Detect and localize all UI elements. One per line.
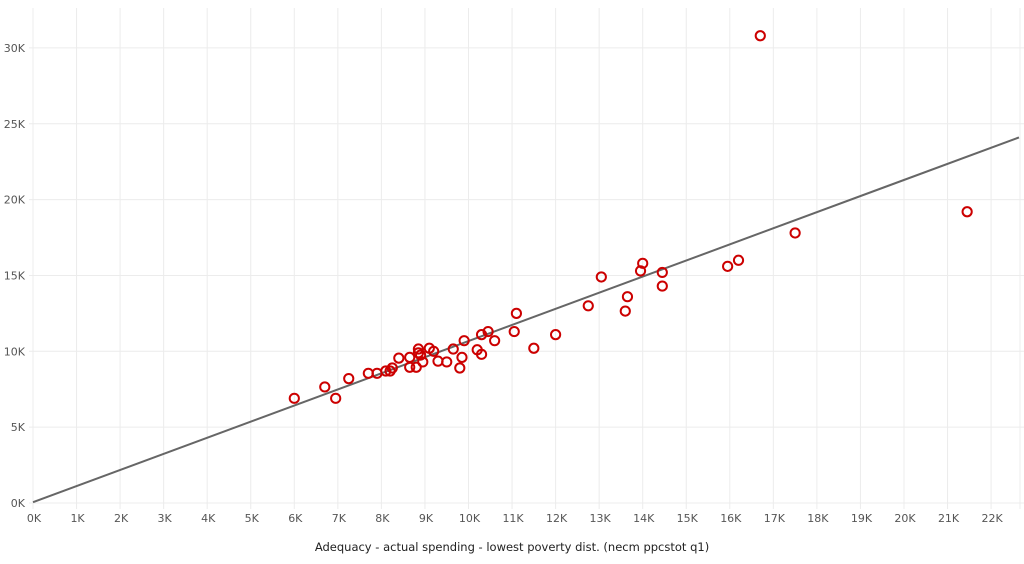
x-tick-label: 21K [938,512,960,525]
data-point[interactable] [380,365,392,377]
y-tick-label: 0K [11,497,26,510]
x-tick-label: 10K [459,512,481,525]
x-tick-label: 12K [546,512,568,525]
data-point[interactable] [386,362,398,374]
x-tick-label: 1K [70,512,85,525]
data-point[interactable] [482,325,494,338]
data-point[interactable] [441,356,453,368]
data-point[interactable] [619,305,631,317]
data-point[interactable] [732,254,745,266]
y-tick-label: 30K [4,42,26,55]
x-tick-label: 17K [764,512,786,525]
data-point[interactable] [475,348,488,360]
data-point[interactable] [475,329,488,341]
x-tick-label: 3K [158,512,173,525]
x-tick-label: 16K [720,512,742,525]
data-point[interactable] [428,345,440,357]
x-tick-label: 0K [27,512,42,525]
data-point[interactable] [412,343,425,355]
y-tick-label: 20K [4,194,26,207]
data-point[interactable] [528,342,540,354]
x-tick-label: 5K [245,512,260,525]
data-point[interactable] [637,257,649,269]
data-point[interactable] [330,392,342,404]
data-point[interactable] [754,30,766,42]
y-tick-label: 15K [4,269,26,282]
data-point[interactable] [288,392,300,404]
data-point[interactable] [404,361,416,373]
data-point[interactable] [417,356,429,368]
x-tick-label: 18K [807,512,829,525]
trend-line [32,136,1020,504]
data-point[interactable] [489,335,501,347]
data-point[interactable] [789,227,801,239]
data-point[interactable] [454,362,466,374]
x-tick-label: 14K [633,512,655,525]
data-point[interactable] [343,373,355,385]
data-point[interactable] [412,347,425,359]
data-point[interactable] [393,352,405,364]
data-point[interactable] [582,300,594,312]
data-point[interactable] [595,271,607,283]
data-point[interactable] [961,206,973,218]
vertical-gridlines [32,8,1021,509]
x-tick-label: 8K [375,512,390,525]
horizontal-gridlines [29,47,1024,504]
x-tick-label: 2K [114,512,129,525]
x-tick-label: 20K [894,512,916,525]
y-tick-label: 25K [4,118,26,131]
x-tick-label: 22K [981,512,1003,525]
x-axis-tick-labels: 0K 1K 2K 3K 4K 5K 6K 7K 8K 9K 10K 11K 12K 13K 14K 15K 16… [27,512,1004,525]
data-point[interactable] [634,265,647,277]
data-point[interactable] [410,361,422,373]
data-points [288,30,973,404]
data-point[interactable] [319,381,331,393]
data-point[interactable] [414,349,427,361]
x-tick-label: 11K [502,512,524,525]
x-tick-label: 4K [201,512,216,525]
data-point[interactable] [404,351,416,363]
data-point[interactable] [722,260,734,272]
data-point[interactable] [458,335,470,347]
data-point[interactable] [621,291,634,303]
x-tick-label: 19K [851,512,873,525]
y-tick-label: 10K [4,345,26,358]
data-point[interactable] [510,307,523,319]
data-point[interactable] [656,280,668,292]
x-tick-label: 7K [332,512,347,525]
data-point[interactable] [447,343,459,355]
data-point[interactable] [550,329,562,341]
x-tick-label: 13K [590,512,612,525]
data-point[interactable] [456,351,468,363]
data-point[interactable] [656,266,668,279]
x-axis-title: Adequacy - actual spending - lowest pove… [315,540,709,554]
y-axis-tick-labels: 0K 5K 10K 15K 20K 25K 30K [4,42,26,510]
y-tick-label: 5K [11,421,26,434]
x-tick-label: 9K [419,512,434,525]
data-point[interactable] [508,325,520,338]
x-tick-label: 6K [288,512,303,525]
x-tick-label: 15K [677,512,699,525]
